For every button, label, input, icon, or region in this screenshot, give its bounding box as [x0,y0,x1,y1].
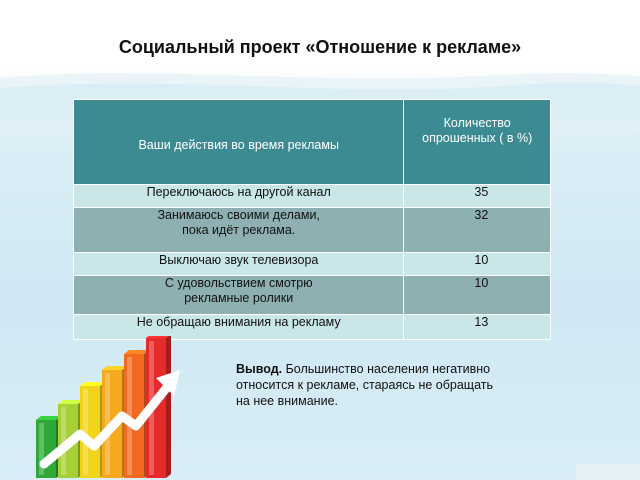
action-text: Занимаюсь своими делами, [157,208,320,222]
chart-bar [80,386,100,478]
header-count-line: Количество [443,116,511,130]
action-text: пока идёт реклама. [182,223,296,237]
conclusion-line-1: Большинство населения негативно [282,362,491,376]
header-actions: Ваши действия во время рекламы [72,99,405,185]
chart-bar-top [124,350,149,354]
conclusion-text: Вывод. Большинство населения негативно о… [236,361,556,409]
action-cell: Выключаю звук телевизора [72,252,405,276]
table-row: С удовольствием смотрю рекламные ролики … [72,275,551,315]
action-cell: Переключаюсь на другой канал [72,184,405,208]
chart-bar-highlight [61,407,66,475]
table-row: Выключаю звук телевизора 10 [72,252,551,276]
table-header-row: Ваши действия во время рекламы Количеств… [72,99,551,185]
action-text: рекламные ролики [184,291,294,305]
chart-bar-top [36,416,61,420]
value-cell: 32 [403,207,551,253]
chart-bar-top [102,366,127,370]
action-text: Переключаюсь на другой канал [146,185,331,199]
chart-bar-highlight [105,373,110,475]
page-title: Социальный проект «Отношение к рекламе» [118,37,522,57]
value-cell: 10 [403,252,551,276]
action-cell: Не обращаю внимания на рекламу [72,314,405,340]
chart-bar-highlight [39,423,44,475]
action-text: С удовольствием смотрю [164,276,313,290]
chart-bar [124,354,144,478]
table-row: Переключаюсь на другой канал 35 [72,184,551,208]
conclusion-label: Вывод. [236,362,283,376]
conclusion-line-2: относится к рекламе, стараясь не обращат… [236,378,493,392]
chart-bar-top [146,336,169,338]
conclusion-line: Вывод. Большинство населения негативно [236,361,556,377]
chart-bar-top [80,382,105,386]
table-row: Не обращаю внимания на рекламу 13 [72,314,551,340]
chart-bar-highlight [83,389,88,475]
chart-bar-side [166,336,171,478]
bar-chart-growth-icon [36,336,180,478]
header-count-line: опрошенных ( в %) [422,131,533,145]
chart-bar-top [58,400,83,404]
action-cell: Занимаюсь своими делами, пока идёт рекла… [72,207,405,253]
growth-arrow-head [156,370,180,396]
conclusion-line-3: на нее внимание. [236,394,338,408]
value-cell: 35 [403,184,551,208]
table-row: Занимаюсь своими делами, пока идёт рекла… [72,207,551,253]
value-cell: 10 [403,275,551,315]
action-text: Не обращаю внимания на рекламу [136,315,341,329]
action-text: Выключаю звук телевизора [159,253,319,267]
growth-arrow-line [39,381,173,469]
value-cell: 13 [403,314,551,340]
corner-decoration [576,464,640,480]
action-cell: С удовольствием смотрю рекламные ролики [72,275,405,315]
header-count: Количество опрошенных ( в %) [403,99,551,185]
survey-table: Ваши действия во время рекламы Количеств… [72,99,551,340]
